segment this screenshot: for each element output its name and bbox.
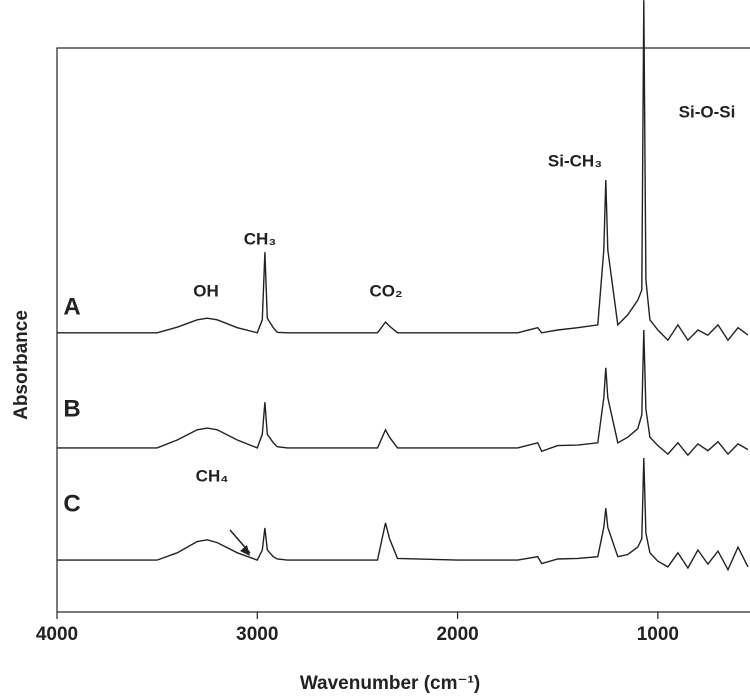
arrow-head <box>240 545 250 556</box>
spectrum-line <box>57 0 749 342</box>
annotation: CH₃ <box>244 229 276 248</box>
x-tick-label: 3000 <box>236 624 278 645</box>
plot-frame <box>56 47 750 613</box>
x-tick-label: 4000 <box>36 624 78 645</box>
y-axis-title: Absorbance <box>11 310 32 420</box>
series-label: C <box>63 490 80 517</box>
annotation: Si-O-Si <box>679 102 736 121</box>
series-label: A <box>63 293 80 320</box>
x-tick-label: 2000 <box>436 624 478 645</box>
annotation: CO₂ <box>369 281 402 300</box>
x-axis-title: Wavenumber (cm⁻¹) <box>300 673 480 694</box>
spectrum-line <box>57 457 749 572</box>
annotation: Si-CH₃ <box>548 151 602 170</box>
annotation: OH <box>193 281 219 300</box>
spectrum-line <box>57 329 749 457</box>
series-label: B <box>63 395 80 422</box>
x-tick-label: 1000 <box>637 624 679 645</box>
annotation: CH₄ <box>196 466 229 485</box>
